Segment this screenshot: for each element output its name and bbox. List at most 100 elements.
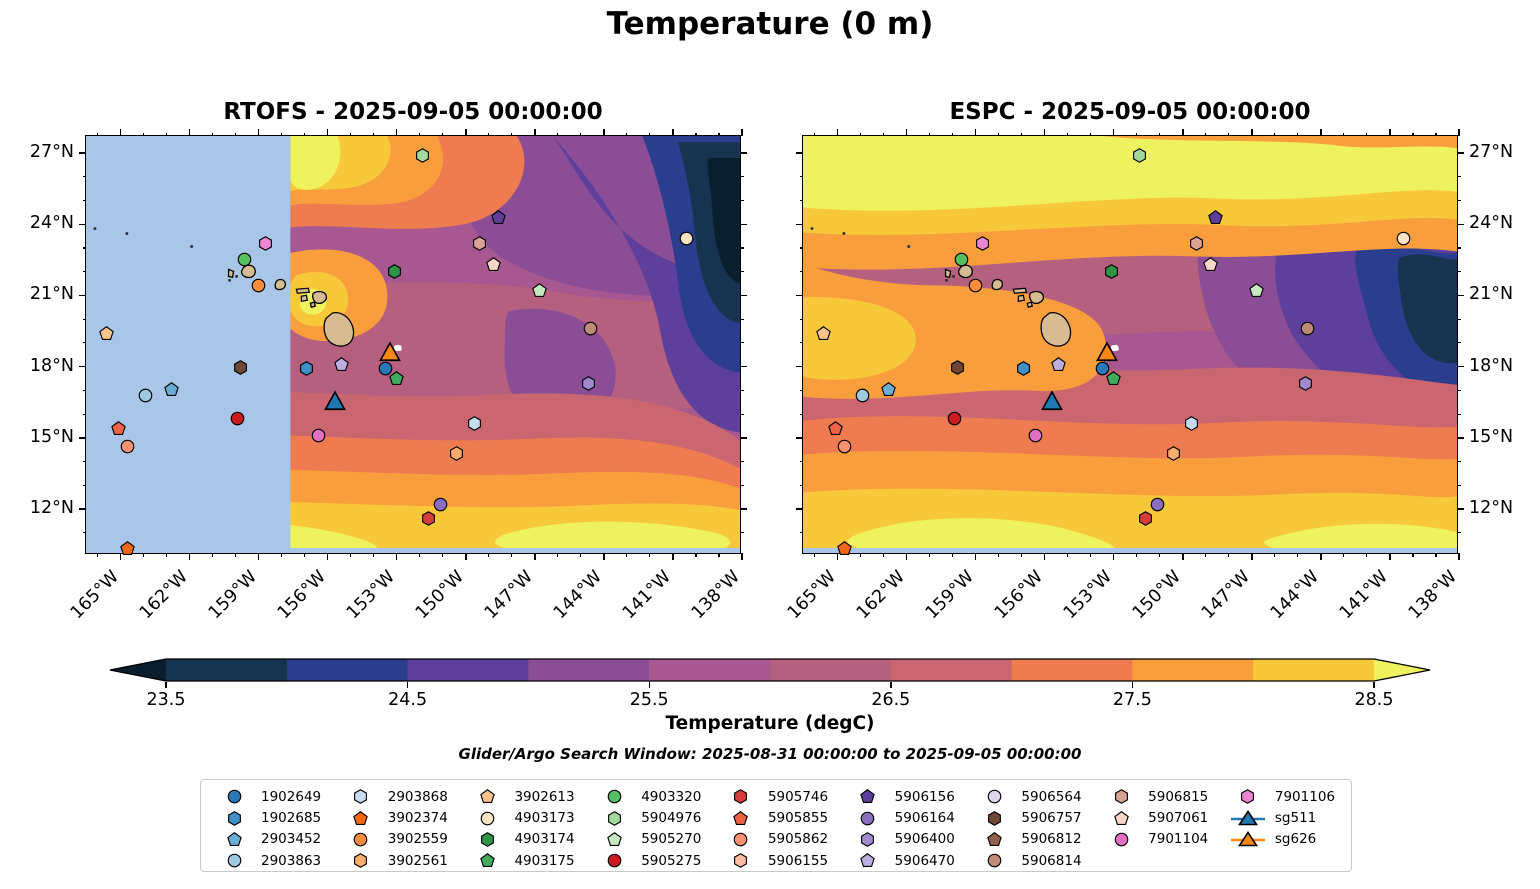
x-tick-label: 147°W xyxy=(1197,566,1254,624)
map-marker-7901106 xyxy=(258,235,273,251)
legend-item-3902559: 3902559 xyxy=(344,830,448,850)
x-tick xyxy=(836,129,839,136)
2903863-legend-marker xyxy=(217,853,251,868)
x-tick xyxy=(1366,132,1368,136)
legend-label: 5905275 xyxy=(641,852,702,869)
legend-item-2903863: 2903863 xyxy=(217,851,321,871)
legend-item-3902613: 3902613 xyxy=(470,787,575,807)
y-tick xyxy=(1457,271,1461,273)
2903452-marker-icon xyxy=(880,381,896,396)
legend-label: 2903868 xyxy=(387,788,448,805)
x-tick xyxy=(511,553,513,557)
colorbar-tick xyxy=(890,682,892,688)
legend-label: 5906564 xyxy=(1021,788,1082,805)
x-tick xyxy=(695,553,697,557)
2903452-legend-marker xyxy=(217,832,251,847)
x-tick xyxy=(511,132,513,136)
legend-label: 5906812 xyxy=(1021,831,1082,848)
5906757-legend-marker xyxy=(977,810,1011,826)
legend-item-7901104: 7901104 xyxy=(1104,830,1208,850)
map-marker-1902685 xyxy=(1016,361,1031,377)
map-panel-espc xyxy=(796,129,1464,560)
5906164-legend-marker xyxy=(851,811,885,826)
5906815-marker-icon xyxy=(1190,235,1204,251)
y-tick xyxy=(799,460,803,463)
x-tick xyxy=(212,553,214,557)
y-tick-label-right: 24°N xyxy=(1469,213,1514,234)
y-tick xyxy=(82,342,86,344)
temperature-field-espc xyxy=(803,136,1457,553)
sg626-legend-icon xyxy=(1230,831,1265,847)
legend-label: 5906815 xyxy=(1148,788,1209,805)
2903863-marker-icon xyxy=(139,388,153,402)
map-marker-4903320 xyxy=(954,252,969,267)
4903173-marker-icon xyxy=(679,231,694,246)
map-marker-7901104 xyxy=(311,428,326,443)
7901104-legend-icon xyxy=(1114,832,1128,847)
x-tick xyxy=(905,129,908,136)
legend-label: 4903174 xyxy=(514,831,575,848)
map-marker-5906400 xyxy=(1298,375,1313,391)
y-tick xyxy=(79,437,86,439)
map-marker-3902374 xyxy=(837,540,852,556)
x-tick xyxy=(326,129,329,136)
legend-label: 4903320 xyxy=(641,788,702,805)
y-tick xyxy=(1457,413,1461,415)
x-tick xyxy=(1320,553,1322,560)
5906814-marker-icon xyxy=(1300,321,1314,336)
3902613-legend-icon xyxy=(480,789,495,804)
legend-item-sg511: sg511 xyxy=(1230,808,1335,828)
x-tick xyxy=(395,129,398,136)
y-tick xyxy=(799,413,803,415)
colorbar-tick-label: 26.5 xyxy=(871,690,911,710)
x-tick-label: 153°W xyxy=(342,566,399,624)
legend-item-5906400: 5906400 xyxy=(851,830,955,850)
x-tick xyxy=(580,553,582,557)
5905855-marker-icon xyxy=(827,420,843,435)
legend-label: 5906155 xyxy=(767,852,829,869)
5906470-legend-icon xyxy=(860,853,875,868)
hawaiian-islands xyxy=(1040,312,1072,347)
5906564-legend-icon xyxy=(987,790,1002,804)
y-tick xyxy=(1457,437,1464,439)
y-tick xyxy=(799,271,803,273)
5906400-marker-icon xyxy=(582,375,596,391)
sg626-marker-icon xyxy=(1095,341,1118,362)
legend-column: 3902613 4903173 4903174 4903175 xyxy=(470,787,575,871)
map-marker-5906470 xyxy=(334,356,349,372)
map-marker-2903868 xyxy=(1184,416,1199,431)
x-tick xyxy=(119,129,122,136)
legend-label: 4903175 xyxy=(514,852,575,869)
legend-label: 5905746 xyxy=(767,788,829,805)
colorbar-tick-label: 27.5 xyxy=(1112,690,1152,710)
y-tick xyxy=(740,318,744,320)
legend-label: 5906470 xyxy=(894,852,955,869)
x-tick xyxy=(1090,553,1092,557)
x-tick xyxy=(1182,553,1184,560)
5905270-marker-icon xyxy=(1249,283,1264,298)
5905855-legend-marker xyxy=(724,810,758,826)
x-tick xyxy=(813,553,816,557)
hawaiian-islands xyxy=(1017,294,1026,302)
x-tick xyxy=(1021,132,1023,136)
y-tick xyxy=(796,294,803,297)
2903863-legend-icon xyxy=(227,853,241,868)
5905746-legend-icon xyxy=(734,789,748,805)
x-tick xyxy=(534,553,536,560)
legend-label: 7901106 xyxy=(1274,788,1335,805)
x-tick-label: 156°W xyxy=(990,566,1047,624)
5906400-legend-icon xyxy=(861,832,875,847)
x-tick xyxy=(859,132,862,136)
y-tick xyxy=(79,223,86,225)
x-tick xyxy=(281,553,283,557)
hawaiian-islands xyxy=(957,264,973,279)
legend-item-5905746: 5905746 xyxy=(724,787,828,807)
5905746-marker-icon xyxy=(1139,511,1153,526)
x-tick xyxy=(1205,132,1207,136)
map-panel-rtofs xyxy=(79,129,747,560)
y-tick xyxy=(82,484,86,486)
sg511-legend-icon xyxy=(1230,810,1265,826)
map-marker-3902561 xyxy=(449,445,464,461)
5906815-legend-marker xyxy=(1104,789,1138,805)
5906757-legend-icon xyxy=(987,810,1001,826)
